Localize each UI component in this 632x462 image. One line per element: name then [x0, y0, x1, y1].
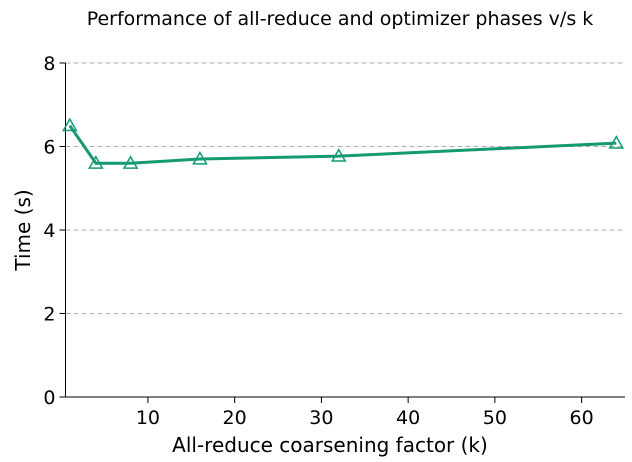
marker — [88, 155, 104, 169]
x-axis-label: All-reduce coarsening factor (k) — [172, 433, 488, 457]
y-tick-label: 8 — [43, 53, 55, 75]
x-tick-label: 10 — [136, 407, 160, 429]
x-tick-label: 20 — [223, 407, 247, 429]
y-tick-label: 2 — [43, 304, 55, 326]
y-tick-label: 4 — [43, 220, 55, 242]
x-tick-label: 40 — [396, 407, 420, 429]
chart-title: Performance of all-reduce and optimizer … — [87, 8, 594, 30]
x-tick-label: 50 — [483, 407, 507, 429]
x-tick-label: 60 — [570, 407, 594, 429]
y-tick-label: 6 — [43, 137, 55, 159]
marker — [192, 151, 208, 165]
y-axis-label: Time (s) — [11, 189, 35, 271]
marker — [122, 155, 139, 169]
marker — [62, 117, 78, 132]
marker — [608, 135, 625, 149]
y-tick-label: 0 — [43, 387, 55, 409]
line — [68, 124, 617, 165]
marker — [330, 148, 347, 162]
x-tick-label: 30 — [309, 407, 333, 429]
